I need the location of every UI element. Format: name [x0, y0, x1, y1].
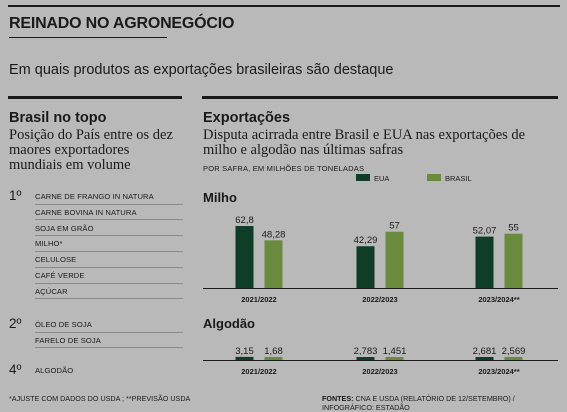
bar-value-label: 2,783: [354, 346, 378, 357]
bar-eua: [235, 356, 254, 360]
product-divider: [35, 331, 183, 333]
bar-value-label: 2,681: [473, 346, 497, 357]
bar-eua: [235, 226, 254, 288]
category-label: 2021/2022: [241, 295, 276, 304]
chart-title-algodao: Algodão: [203, 316, 255, 331]
right-heading: Exportações: [203, 110, 291, 126]
unit-note: POR SAFRA, EM MILHÕES DE TONELADAS: [203, 164, 365, 173]
bar-eua: [356, 246, 375, 288]
rank-number: 4º: [9, 362, 22, 377]
chart-title-milho: Milho: [203, 190, 237, 205]
product-item: CELULOSE: [35, 255, 77, 265]
product-divider: [35, 282, 183, 284]
bar-brasil: [385, 357, 404, 360]
title-underline: [9, 37, 167, 38]
category-label: 2022/2023: [362, 367, 397, 376]
legend-label-brasil: BRASIL: [445, 174, 472, 183]
product-divider: [35, 298, 183, 300]
bar-value-label: 1,68: [264, 346, 283, 357]
product-item: CARNE DE FRANGO IN NATURA: [35, 192, 154, 201]
product-divider: [35, 219, 183, 221]
bar-value-label: 55: [508, 223, 519, 234]
category-label: 2023/2024**: [478, 295, 519, 304]
legend-label-eua: EUA: [374, 174, 390, 183]
rank-number: 2º: [9, 316, 22, 331]
rank-number: 1º: [9, 188, 22, 203]
product-item: CARNE BOVINA IN NATURA: [35, 207, 137, 217]
category-label: 2022/2023: [362, 295, 397, 304]
bar-eua: [356, 357, 375, 360]
bar-brasil: [385, 231, 404, 288]
product-item: FARELO DE SOJA: [35, 335, 101, 345]
product-divider: [35, 235, 183, 237]
bar-value-label: 42,29: [354, 235, 378, 246]
product-item: MILHO*: [35, 239, 63, 249]
product-item: AÇÚCAR: [35, 286, 68, 296]
bar-value-label: 1,451: [383, 346, 407, 357]
right-description: Disputa acirrada entre Brasil e EUA nas …: [203, 127, 526, 158]
product-divider: [35, 250, 183, 252]
bar-value-label: 3,15: [235, 346, 254, 357]
sources: FONTES: CNA E USDA (RELATÓRIO DE 12/SETE…: [322, 394, 567, 412]
left-heading: Brasil no topo: [9, 110, 107, 126]
product-item: ALGODÃO: [35, 366, 74, 375]
bar-eua: [475, 236, 494, 288]
bar-value-label: 62,8: [235, 215, 254, 226]
bar-brasil: [504, 357, 523, 360]
footnote: *AJUSTE COM DADOS DO USDA ; **PREVISÃO U…: [9, 394, 191, 403]
sources-label: FONTES:: [322, 394, 354, 403]
bar-brasil: [264, 357, 283, 360]
product-item: CAFÉ VERDE: [35, 271, 85, 280]
bar-value-label: 48,28: [262, 229, 286, 240]
product-divider: [35, 203, 183, 205]
page-subtitle: Em quais produtos as exportações brasile…: [9, 62, 394, 78]
category-label: 2021/2022: [241, 367, 276, 376]
product-item: ÓLEO DE SOJA: [35, 320, 92, 329]
bar-value-label: 52,07: [473, 226, 497, 237]
product-item: SOJA EM GRÃO: [35, 223, 94, 233]
right-section-rule: [202, 96, 558, 99]
bar-eua: [475, 357, 494, 360]
category-label: 2023/2024**: [478, 367, 519, 376]
legend-swatch-brasil: [427, 174, 441, 181]
bar-brasil: [264, 240, 283, 288]
product-divider: [35, 266, 183, 268]
bar-brasil: [504, 233, 523, 288]
bar-value-label: 57: [389, 221, 400, 232]
left-section-rule: [8, 96, 182, 99]
page-title: REINADO NO AGRONEGÓCIO: [9, 15, 235, 32]
legend-swatch-eua: [356, 174, 370, 181]
top-rule: [8, 5, 560, 7]
bar-value-label: 2,569: [502, 346, 526, 357]
product-divider: [35, 347, 183, 349]
left-description: Posição do País entre os dez maores expo…: [9, 127, 173, 173]
